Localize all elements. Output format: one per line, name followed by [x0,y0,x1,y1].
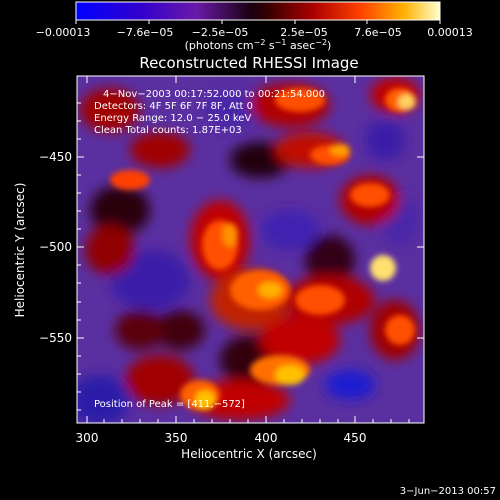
colorbar-tick-label: −7.6e−05 [117,26,174,39]
annotation-clean-counts: Clean Total counts: 1.87E+03 [94,125,242,136]
annotation-detectors: Detectors: 4F 5F 6F 7F 8F, Att 0 [94,101,253,112]
rhessi-image [77,76,424,423]
y-axis-ticks [77,102,424,411]
x-tick-label: 450 [344,431,367,445]
x-axis-label: Heliocentric X (arcsec) [181,447,317,461]
x-tick-label: 400 [255,431,278,445]
x-tick-label: 300 [76,431,99,445]
colorbar-tick-label: −0.00013 [36,26,91,39]
colorbar: −0.00013 −7.6e−05 −2.5e−05 2.5e−05 7.6e−… [36,1,473,52]
colorbar-unit-label: (photons cm−2 s−1 asec−2) [185,38,332,52]
annotation-time-range: 4−Nov−2003 00:17:52.000 to 00:21:54.000 [103,89,325,100]
footer-timestamp: 3−Jun−2013 00:57 [400,486,496,497]
y-tick-label: −500 [39,240,72,254]
colorbar-tick-marks [75,20,441,24]
x-axis-ticks [86,76,410,423]
y-axis-label: Heliocentric Y (arcsec) [13,183,27,318]
plot-frame [76,75,425,424]
x-tick-label: 350 [165,431,188,445]
colorbar-tick-label: 2.5e−05 [280,26,327,39]
colorbar-tick-label: 0.00013 [427,26,473,39]
y-tick-label: −450 [39,150,72,164]
annotation-peak-position: Position of Peak = [411,−572] [94,399,245,410]
colorbar-tick-label: 7.6e−05 [354,26,401,39]
colorbar-tick-label: −2.5e−05 [192,26,249,39]
annotation-energy-range: Energy Range: 12.0 − 25.0 keV [94,113,251,124]
y-tick-label: −550 [39,331,72,345]
colorbar-gradient [75,1,441,21]
plot-title: Reconstructed RHESSI Image [139,54,358,72]
